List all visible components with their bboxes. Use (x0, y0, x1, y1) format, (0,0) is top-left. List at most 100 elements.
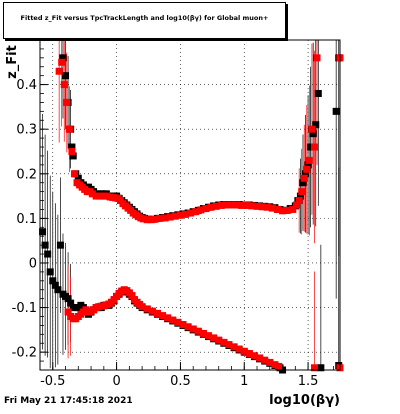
data-marker (59, 54, 67, 62)
data-marker (197, 206, 205, 214)
data-points (39, 54, 344, 374)
data-marker (233, 201, 241, 209)
data-marker (293, 201, 301, 209)
data-marker (332, 107, 340, 115)
data-marker (138, 303, 146, 311)
data-marker (284, 206, 292, 214)
data-marker (179, 321, 187, 329)
y-tick-label: 0.1 (16, 212, 37, 227)
data-marker (227, 201, 235, 209)
data-marker (174, 318, 182, 326)
data-marker (54, 286, 62, 294)
data-marker (184, 323, 192, 331)
y-tick-label: 0.4 (16, 78, 37, 93)
data-marker (271, 361, 279, 369)
y-tick-label: -0.2 (12, 346, 37, 361)
data-marker (307, 143, 315, 151)
data-marker (240, 347, 248, 355)
data-marker (295, 197, 303, 205)
data-marker (222, 201, 230, 209)
data-marker (148, 307, 156, 315)
data-marker (210, 334, 218, 342)
data-marker (313, 54, 321, 62)
data-marker (235, 345, 243, 353)
data-marker (303, 165, 311, 173)
data-marker (68, 143, 76, 151)
data-marker (205, 332, 213, 340)
x-tick-label: 0 (112, 374, 120, 389)
data-marker (166, 213, 174, 221)
data-marker (268, 204, 276, 212)
data-marker (308, 125, 316, 133)
data-marker (69, 152, 77, 160)
data-marker (169, 316, 177, 324)
data-marker (63, 98, 71, 106)
data-marker (263, 203, 271, 211)
data-marker (156, 214, 164, 222)
data-marker (161, 214, 169, 222)
data-marker (238, 201, 246, 209)
x-tick-label: -0.5 (40, 374, 65, 389)
data-marker (68, 147, 76, 155)
y-tick-label: 0.3 (16, 123, 37, 138)
data-marker (302, 170, 310, 178)
data-marker (65, 125, 73, 133)
data-marker (176, 211, 184, 219)
data-marker (189, 325, 197, 333)
data-marker (44, 250, 52, 258)
data-marker (312, 121, 320, 129)
timestamp: Fri May 21 17:45:18 2021 (4, 396, 133, 406)
data-marker (289, 205, 297, 213)
data-marker (230, 343, 238, 351)
data-marker (305, 156, 313, 164)
chart-title: Fitted z_Fit versus TpcTrackLength and l… (20, 14, 269, 22)
data-marker (51, 281, 59, 289)
x-tick-label: 1.5 (298, 374, 319, 389)
data-marker (56, 241, 64, 249)
data-marker (64, 295, 72, 303)
data-marker (266, 358, 274, 366)
y-axis-label: z_Fit (5, 45, 20, 79)
data-marker (58, 58, 66, 66)
data-marker (102, 192, 110, 200)
data-marker (212, 202, 220, 210)
data-marker (147, 216, 155, 224)
data-marker (273, 205, 281, 213)
data-marker (199, 329, 207, 337)
data-marker (49, 277, 57, 285)
data-marker (143, 305, 151, 313)
data-marker (258, 203, 266, 211)
data-marker (46, 268, 54, 276)
data-marker (74, 174, 82, 182)
data-marker (139, 215, 147, 223)
data-marker (309, 130, 317, 138)
data-marker (171, 212, 179, 220)
data-marker (39, 228, 47, 236)
data-marker (207, 203, 215, 211)
data-marker (202, 205, 210, 213)
data-marker (248, 202, 256, 210)
data-marker (253, 202, 261, 210)
axes: -0.5 0 0.5 1 1.5 -0.2 -0.1 0 0.1 0.2 0.3 0.4 (12, 48, 335, 389)
data-marker (194, 327, 202, 335)
y-tick-label: -0.1 (12, 301, 37, 316)
data-marker (96, 192, 104, 200)
data-marker (164, 314, 172, 322)
data-marker (55, 67, 63, 75)
data-marker (217, 201, 225, 209)
data-marker (62, 72, 70, 80)
data-marker (143, 216, 151, 224)
data-marker (67, 299, 75, 307)
y-tick-label: 0.2 (16, 167, 37, 182)
data-marker (299, 179, 307, 187)
data-marker (275, 362, 283, 370)
x-axis-label: log10(βγ) (269, 393, 340, 408)
data-marker (279, 207, 287, 215)
data-marker (304, 161, 312, 169)
data-marker (159, 312, 167, 320)
data-marker (70, 170, 78, 178)
data-marker (182, 210, 190, 218)
data-marker (151, 215, 159, 223)
data-marker (310, 364, 318, 372)
